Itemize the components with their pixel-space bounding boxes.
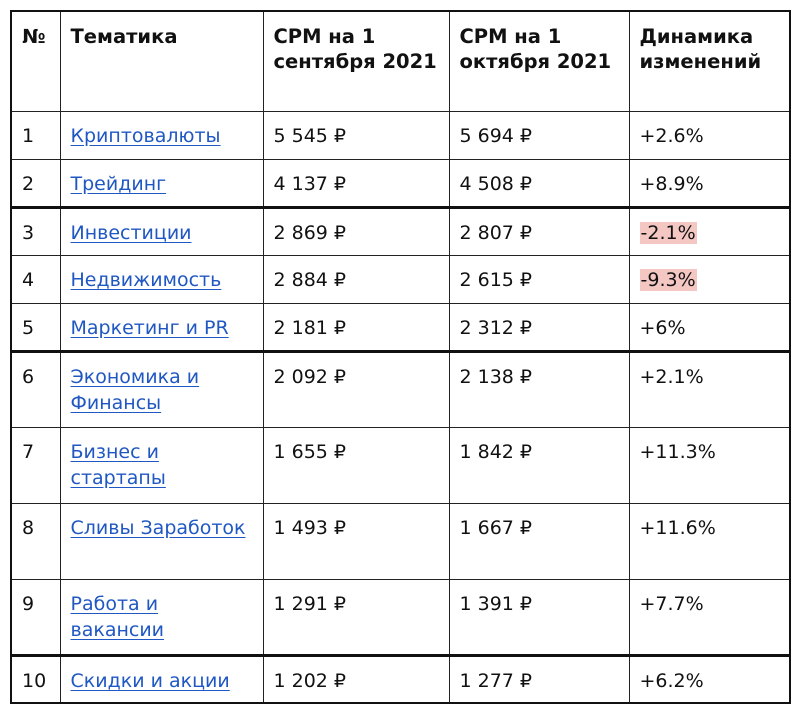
- row-num: 3: [10, 205, 61, 256]
- table-row: 1 Криптовалюты 5 545 ₽ 5 694 ₽ +2.6%: [10, 110, 791, 160]
- row-num: 10: [10, 653, 61, 704]
- cpm-september: 4 137 ₽: [262, 158, 450, 208]
- cpm-october: 2 312 ₽: [448, 302, 630, 352]
- cpm-september: 2 092 ₽: [262, 349, 450, 428]
- table-row: 4 Недвижимость 2 884 ₽ 2 615 ₽ -9.3%: [10, 254, 791, 304]
- topic-cell: Инвестиции: [59, 205, 264, 256]
- cpm-october: 5 694 ₽: [448, 110, 630, 160]
- topic-cell: Сливы Заработок: [59, 502, 264, 580]
- row-num: 4: [10, 254, 61, 304]
- table-row: 8 Сливы Заработок 1 493 ₽ 1 667 ₽ +11.6%: [10, 502, 791, 580]
- table-row: 7 Бизнес и стартапы 1 655 ₽ 1 842 ₽ +11.…: [10, 426, 791, 504]
- row-num: 6: [10, 349, 61, 428]
- topic-cell: Бизнес и стартапы: [59, 426, 264, 504]
- cpm-october: 2 138 ₽: [448, 349, 630, 428]
- table-header-row: № Тематика CPM на 1 сентября 2021 CPM на…: [10, 10, 791, 112]
- cpm-october: 1 391 ₽: [448, 578, 630, 656]
- cpm-september: 2 181 ₽: [262, 302, 450, 352]
- row-num: 9: [10, 578, 61, 656]
- negative-change-badge: -9.3%: [639, 268, 697, 291]
- table-row: 5 Маркетинг и PR 2 181 ₽ 2 312 ₽ +6%: [10, 302, 791, 352]
- header-topic: Тематика: [59, 10, 264, 112]
- cpm-october: 2 615 ₽: [448, 254, 630, 304]
- cpm-september: 2 884 ₽: [262, 254, 450, 304]
- row-num: 1: [10, 110, 61, 160]
- row-num: 8: [10, 502, 61, 580]
- topic-link-jobs[interactable]: Работа и вакансии: [70, 592, 165, 641]
- change-cell: +2.1%: [628, 349, 791, 428]
- change-cell: +6.2%: [628, 653, 791, 704]
- cpm-october: 2 807 ₽: [448, 205, 630, 256]
- cpm-october: 1 842 ₽: [448, 426, 630, 504]
- cpm-september: 1 655 ₽: [262, 426, 450, 504]
- change-cell: +2.6%: [628, 110, 791, 160]
- topic-link-earnings[interactable]: Сливы Заработок: [70, 516, 246, 539]
- topic-link-marketing[interactable]: Маркетинг и PR: [70, 316, 229, 339]
- header-change: Динамика изменений: [628, 10, 791, 112]
- topic-link-business[interactable]: Бизнес и стартапы: [70, 440, 166, 489]
- topic-cell: Недвижимость: [59, 254, 264, 304]
- table-row: 6 Экономика и Финансы 2 092 ₽ 2 138 ₽ +2…: [10, 349, 791, 428]
- topic-cell: Экономика и Финансы: [59, 349, 264, 428]
- row-num: 7: [10, 426, 61, 504]
- change-cell: -9.3%: [628, 254, 791, 304]
- cpm-october: 1 277 ₽: [448, 653, 630, 704]
- header-num: №: [10, 10, 61, 112]
- negative-change-badge: -2.1%: [639, 221, 697, 244]
- cpm-september: 1 291 ₽: [262, 578, 450, 656]
- change-cell: +11.3%: [628, 426, 791, 504]
- change-cell: +8.9%: [628, 158, 791, 208]
- cpm-october: 1 667 ₽: [448, 502, 630, 580]
- cpm-september: 1 202 ₽: [262, 653, 450, 704]
- cpm-september: 1 493 ₽: [262, 502, 450, 580]
- topic-cell: Работа и вакансии: [59, 578, 264, 656]
- table-row: 9 Работа и вакансии 1 291 ₽ 1 391 ₽ +7.7…: [10, 578, 791, 656]
- topic-link-crypto[interactable]: Криптовалюты: [70, 124, 221, 147]
- table-row: 2 Трейдинг 4 137 ₽ 4 508 ₽ +8.9%: [10, 158, 791, 208]
- row-num: 5: [10, 302, 61, 352]
- topic-link-real-estate[interactable]: Недвижимость: [70, 268, 222, 291]
- topic-cell: Скидки и акции: [59, 653, 264, 704]
- change-cell: -2.1%: [628, 205, 791, 256]
- cpm-september: 2 869 ₽: [262, 205, 450, 256]
- topic-cell: Криптовалюты: [59, 110, 264, 160]
- topic-link-economics[interactable]: Экономика и Финансы: [70, 365, 200, 414]
- table-row: 3 Инвестиции 2 869 ₽ 2 807 ₽ -2.1%: [10, 205, 791, 256]
- header-cpm-october: CPM на 1 октября 2021: [448, 10, 630, 112]
- header-cpm-september: CPM на 1 сентября 2021: [262, 10, 450, 112]
- topic-link-trading[interactable]: Трейдинг: [70, 172, 167, 195]
- change-cell: +6%: [628, 302, 791, 352]
- topic-cell: Трейдинг: [59, 158, 264, 208]
- cpm-october: 4 508 ₽: [448, 158, 630, 208]
- cpm-table: № Тематика CPM на 1 сентября 2021 CPM на…: [10, 10, 791, 704]
- row-num: 2: [10, 158, 61, 208]
- table-row: 10 Скидки и акции 1 202 ₽ 1 277 ₽ +6.2%: [10, 653, 791, 704]
- topic-cell: Маркетинг и PR: [59, 302, 264, 352]
- cpm-september: 5 545 ₽: [262, 110, 450, 160]
- change-cell: +7.7%: [628, 578, 791, 656]
- topic-link-investments[interactable]: Инвестиции: [70, 221, 192, 244]
- change-cell: +11.6%: [628, 502, 791, 580]
- topic-link-discounts[interactable]: Скидки и акции: [70, 669, 230, 692]
